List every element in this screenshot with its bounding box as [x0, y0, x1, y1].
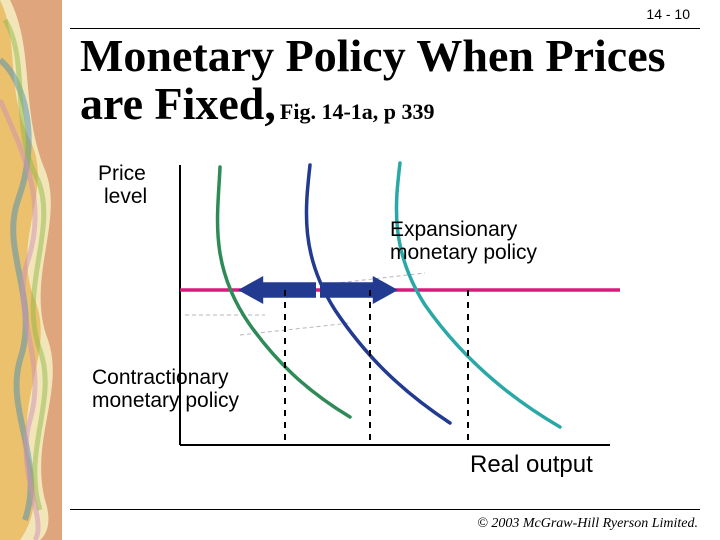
- title-line2-sub: Fig. 14-1a, p 339: [280, 99, 435, 124]
- slide-title: Monetary Policy When Prices are Fixed, F…: [80, 32, 700, 129]
- title-line2-big: are Fixed,: [80, 78, 276, 129]
- ad-diagram: [90, 155, 660, 475]
- contractionary-label: Contractionary monetary policy: [92, 366, 239, 412]
- bottom-rule: [70, 509, 700, 510]
- expansionary-label: Expansionary monetary policy: [390, 218, 537, 264]
- y-axis-label: Price level: [98, 162, 147, 208]
- x-axis-label: Real output: [470, 452, 593, 478]
- sidebar-art: [0, 0, 62, 540]
- top-rule: [70, 28, 700, 29]
- page-number: 14 - 10: [646, 6, 690, 22]
- copyright-footer: © 2003 McGraw-Hill Ryerson Limited.: [477, 516, 698, 532]
- title-line1: Monetary Policy When Prices: [80, 32, 700, 80]
